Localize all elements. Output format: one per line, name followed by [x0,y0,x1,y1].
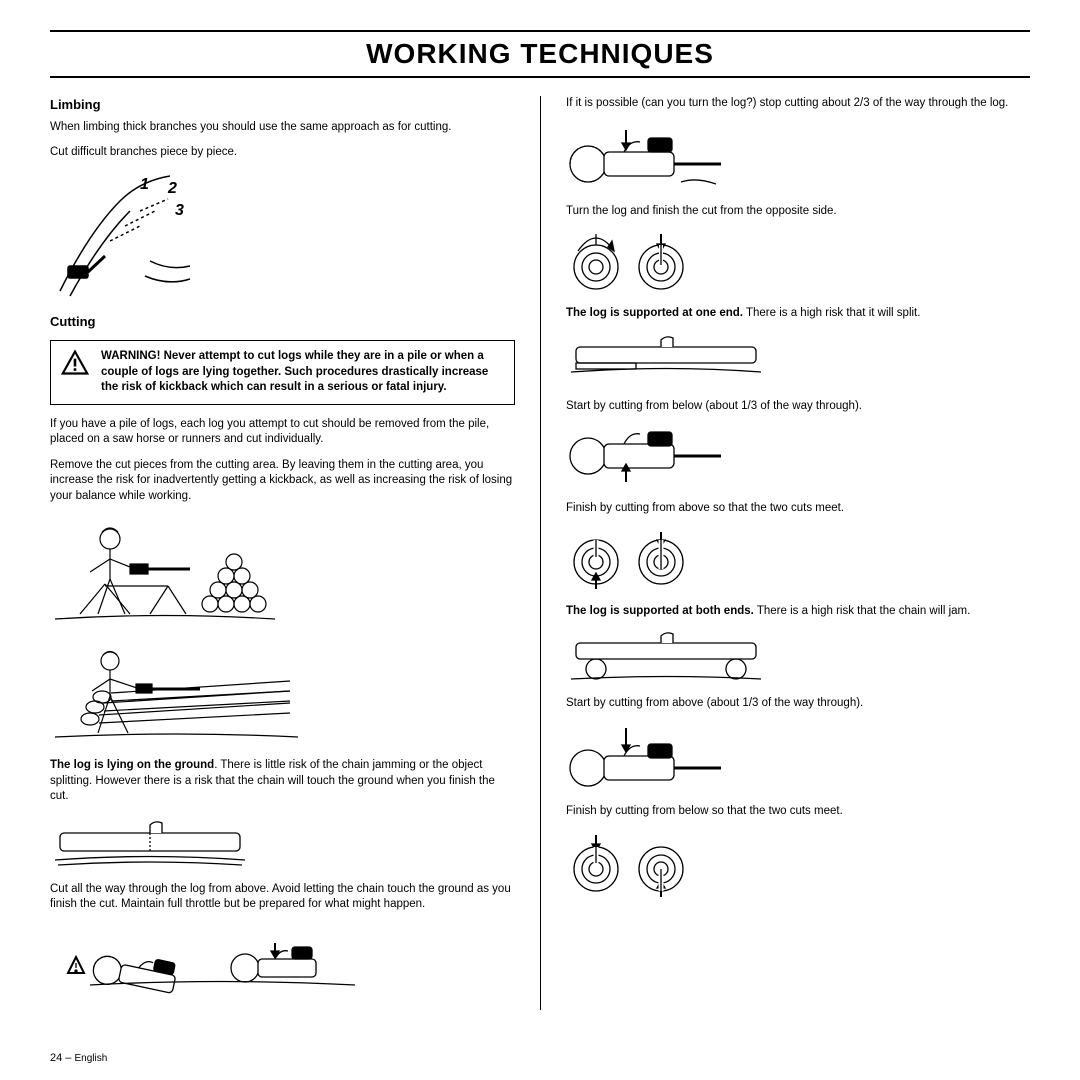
para: Start by cutting from above (about 1/3 o… [566,696,1030,712]
warning-triangle-icon [61,349,89,377]
footer-language: English [74,1053,107,1064]
figure-limbing-branches: 1 2 3 [50,171,515,301]
left-column: Limbing When limbing thick branches you … [50,96,540,1010]
page-title: WORKING TECHNIQUES [50,30,1030,78]
figure-log-both-ends [566,629,1030,684]
para: If you have a pile of logs, each log you… [50,417,515,448]
para: The log is lying on the ground. There is… [50,758,515,805]
page-footer: 24 – English [50,1052,107,1064]
figure-log-on-ground [50,815,515,870]
figure-log-one-end [566,332,1030,387]
two-column-layout: Limbing When limbing thick branches you … [50,96,1030,1010]
bold-lead: The log is lying on the ground [50,759,214,771]
footer-sep: – [62,1052,74,1064]
figure-sawhorse-cutting [50,514,515,629]
para: If it is possible (can you turn the log?… [566,96,1030,112]
para: The log is supported at both ends. There… [566,604,1030,620]
para: Remove the cut pieces from the cutting a… [50,458,515,505]
para: The log is supported at one end. There i… [566,306,1030,322]
figure-two-cuts-meet-top [566,527,1030,592]
page-number: 24 [50,1052,62,1064]
heading-limbing: Limbing [50,96,515,114]
para: Turn the log and finish the cut from the… [566,204,1030,220]
para: Start by cutting from below (about 1/3 o… [566,399,1030,415]
figure-chainsaw-below [566,424,1030,489]
para: Finish by cutting from below so that the… [566,804,1030,820]
bold-lead: The log is supported at one end. [566,307,743,319]
warning-box: WARNING! Never attempt to cut logs while… [50,340,515,405]
para: When limbing thick branches you should u… [50,120,515,136]
para: Cut all the way through the log from abo… [50,882,515,913]
figure-chainsaw-side [566,122,1030,192]
right-column: If it is possible (can you turn the log?… [540,96,1030,1010]
bold-lead: The log is supported at both ends. [566,605,754,617]
para: Finish by cutting from above so that the… [566,501,1030,517]
figure-chainsaw-above [566,722,1030,792]
para-rest: There is a high risk that it will split. [743,307,920,319]
figure-cut-from-above-ground [50,923,515,998]
figure-turn-log [566,229,1030,294]
heading-cutting: Cutting [50,313,515,331]
fig-label-2: 2 [167,180,177,197]
warning-text: WARNING! Never attempt to cut logs while… [101,349,504,396]
para-rest: There is a high risk that the chain will… [754,605,970,617]
fig-label-1: 1 [140,176,149,193]
para: Cut difficult branches piece by piece. [50,145,515,161]
fig-label-3: 3 [175,202,184,219]
figure-two-cuts-meet-bottom [566,829,1030,899]
figure-pile-cutting [50,641,515,746]
